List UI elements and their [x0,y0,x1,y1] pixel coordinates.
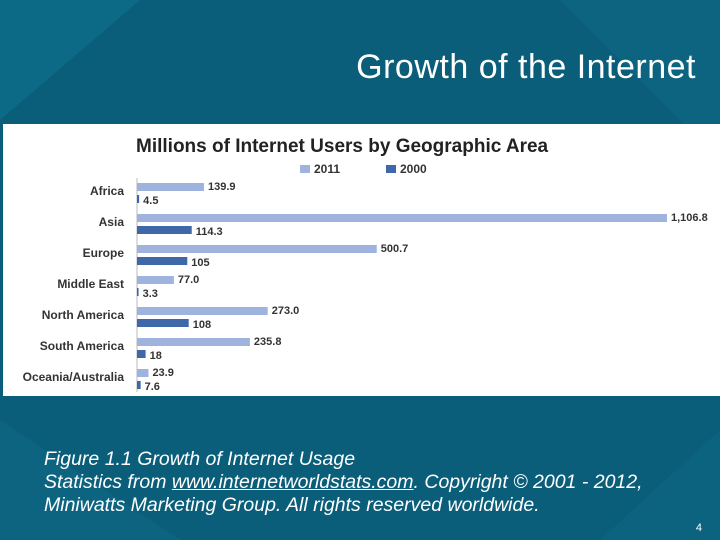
page-number: 4 [695,522,702,534]
data-label-2011: 77.0 [178,274,199,286]
data-label-2011: 500.7 [381,243,409,255]
data-label-2000: 7.6 [145,381,160,393]
bar-2011 [137,369,149,377]
bar-2000 [137,226,192,234]
bar-2011 [137,307,268,315]
data-label-2011: 273.0 [272,305,300,317]
bar-2000 [137,319,189,327]
bar-2000 [137,195,140,203]
data-label-2000: 114.3 [196,226,223,238]
caption-suffix: . Copyright © 2001 - 2012, Miniwatts Mar… [44,471,643,516]
bar-2011 [137,183,204,191]
category-label: Oceania/Australia [23,370,125,384]
bar-2000 [137,381,141,389]
chart-panel: Millions of Internet Users by Geographic… [3,124,720,396]
category-label: Asia [99,215,125,229]
caption-line-1: Figure 1.1 Growth of Internet Usage [44,448,356,470]
bar-2000 [137,257,188,265]
legend-swatch-2000 [386,165,396,173]
data-label-2011: 23.9 [152,367,173,379]
chart-title: Millions of Internet Users by Geographic… [136,136,549,157]
data-label-2011: 235.8 [254,336,282,348]
bar-2011 [137,276,174,284]
caption-prefix: Statistics from [44,471,172,493]
bar-2011 [137,214,667,222]
category-label: Europe [83,246,125,260]
legend-label-2011: 2011 [314,162,340,176]
data-label-2000: 3.3 [143,288,158,300]
slide-title: Growth of the Internet [356,48,696,86]
category-label: Middle East [57,277,124,291]
figure-caption: Figure 1.1 Growth of Internet Usage Stat… [44,448,684,517]
legend-label-2000: 2000 [400,162,427,176]
data-label-2000: 18 [150,350,162,362]
source-link[interactable]: www.internetworldstats.com [171,471,414,493]
bar-2000 [137,288,139,296]
bar-2000 [137,350,146,358]
bar-chart: Millions of Internet Users by Geographic… [23,136,708,393]
category-label: South America [40,339,125,353]
data-label-2000: 4.5 [143,195,158,207]
legend-swatch-2011 [300,165,310,173]
category-label: North America [42,308,125,322]
category-label: Africa [90,184,124,198]
data-label-2011: 1,106.8 [671,212,708,224]
bar-2011 [137,338,250,346]
data-label-2000: 108 [193,319,211,331]
data-label-2000: 105 [191,257,209,269]
data-label-2011: 139.9 [208,181,236,193]
bar-2011 [137,245,377,253]
